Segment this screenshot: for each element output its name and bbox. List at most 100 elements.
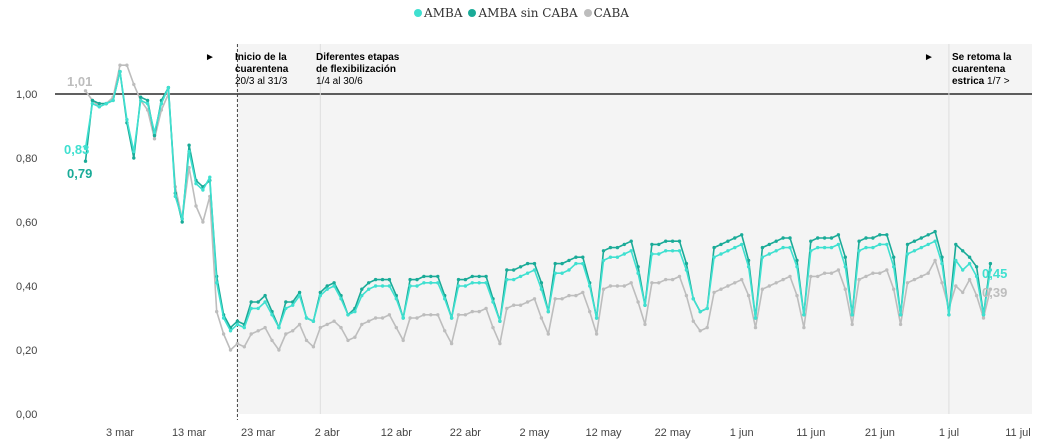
data-point <box>760 287 765 291</box>
data-point <box>132 149 136 154</box>
end-value-label: 0,45 <box>982 266 1007 281</box>
data-point <box>954 258 958 263</box>
data-point <box>802 325 806 330</box>
data-point <box>256 300 260 304</box>
data-point <box>242 345 246 349</box>
data-point <box>422 313 426 317</box>
data-point <box>795 293 799 298</box>
data-point <box>484 306 488 311</box>
data-point <box>373 316 378 320</box>
shaded-region <box>237 44 1032 414</box>
data-point <box>429 281 433 285</box>
data-point <box>746 293 751 298</box>
legend-item: AMBA sin CABA <box>468 6 578 20</box>
data-point <box>491 325 495 330</box>
y-tick-label: 0,80 <box>16 153 37 165</box>
data-point <box>657 281 661 285</box>
data-point <box>83 146 88 151</box>
data-point <box>152 130 157 135</box>
data-point <box>90 98 95 103</box>
data-point <box>954 242 958 247</box>
annotation-subtitle: 1/4 al 30/6 <box>316 76 363 87</box>
data-point <box>961 290 965 295</box>
data-point <box>249 306 253 311</box>
data-point <box>221 332 226 336</box>
data-point <box>367 319 371 323</box>
data-point <box>532 268 537 272</box>
data-point <box>187 149 191 154</box>
data-point <box>380 277 385 282</box>
data-point <box>608 284 613 288</box>
annotation-arrow: ► <box>205 52 215 63</box>
data-point <box>726 249 730 253</box>
data-point <box>332 281 336 285</box>
data-point <box>187 143 191 147</box>
data-point <box>132 156 136 160</box>
data-point <box>677 249 682 253</box>
data-point <box>394 325 398 330</box>
data-point <box>822 236 827 240</box>
y-tick-label: 1,00 <box>16 89 37 101</box>
data-point <box>650 252 654 256</box>
data-point <box>104 101 108 106</box>
annotation-title: Diferentes etapas de flexibilización <box>316 52 400 75</box>
data-point <box>159 101 164 106</box>
data-point <box>477 274 481 279</box>
data-point <box>664 249 668 253</box>
data-point <box>594 316 599 320</box>
data-point <box>463 313 468 317</box>
data-point <box>387 313 392 317</box>
data-point <box>912 277 917 282</box>
data-point <box>505 306 509 311</box>
data-point <box>684 293 689 298</box>
data-point <box>470 281 474 285</box>
data-point <box>767 284 771 288</box>
data-point <box>885 242 889 247</box>
series-caba <box>83 63 993 352</box>
data-point <box>408 284 412 288</box>
data-point <box>698 309 702 314</box>
legend-label: AMBA <box>424 6 463 20</box>
annotation-title: Se retoma la cuarentena estrica 1/7 > <box>952 52 1012 87</box>
data-point <box>291 303 295 307</box>
data-point <box>905 252 910 256</box>
data-point <box>636 265 640 269</box>
data-point <box>733 236 737 240</box>
data-point <box>235 341 240 346</box>
data-point <box>677 239 682 243</box>
x-tick-label: 13 mar <box>172 427 207 439</box>
data-point <box>967 255 972 259</box>
data-point <box>684 268 689 272</box>
legend-item: AMBA <box>414 6 462 20</box>
x-tick-label: 2 may <box>519 427 549 439</box>
data-point <box>332 319 336 323</box>
data-point <box>664 239 668 243</box>
data-point <box>567 268 571 272</box>
data-point <box>574 293 578 298</box>
data-point <box>512 268 516 272</box>
legend-marker <box>414 9 423 17</box>
data-point <box>380 316 385 320</box>
data-point <box>608 245 613 250</box>
data-point <box>83 159 88 163</box>
data-point <box>746 265 751 269</box>
data-point <box>477 309 481 314</box>
data-point <box>373 284 378 288</box>
data-point <box>878 242 882 247</box>
data-point <box>774 249 778 253</box>
data-point <box>760 255 765 259</box>
data-point <box>560 261 564 266</box>
x-tick-label: 22 abr <box>450 427 482 439</box>
data-point <box>415 277 419 282</box>
data-point <box>629 239 633 243</box>
data-point <box>408 316 412 320</box>
data-point <box>774 239 778 243</box>
data-point <box>740 233 744 237</box>
data-point <box>284 332 288 336</box>
x-tick-label: 11 jun <box>796 427 825 439</box>
data-point <box>125 63 129 67</box>
data-point <box>581 261 585 266</box>
y-tick-label: 0,40 <box>16 281 37 293</box>
data-point <box>318 290 322 295</box>
data-point <box>401 338 405 343</box>
